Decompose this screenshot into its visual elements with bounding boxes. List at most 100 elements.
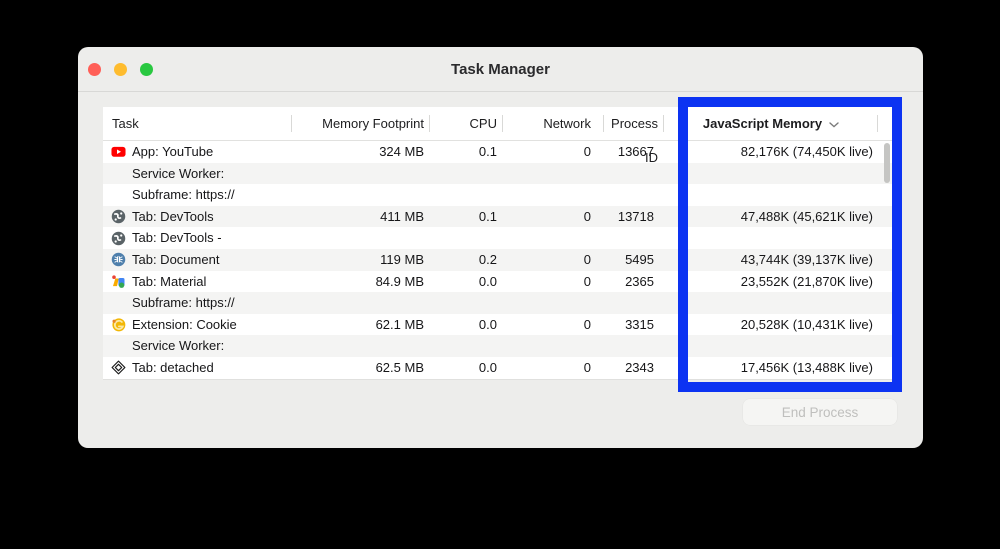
task-cell: Tab: Document	[103, 249, 292, 271]
memory-cell: 84.9 MB	[375, 273, 424, 289]
memory-cell	[292, 292, 430, 314]
column-header-process-id[interactable]: Process ID	[604, 107, 664, 165]
scrollbar-thumb[interactable]	[884, 143, 890, 183]
js-cell: 23,552K (21,870K live)	[740, 273, 873, 289]
js-cell: 20,528K (10,431K live)	[740, 316, 873, 332]
network-cell: 0	[583, 273, 591, 289]
icon-placeholder	[110, 187, 126, 203]
task-label: Tab: detached	[132, 359, 214, 375]
task-cell: Tab: detached	[103, 357, 292, 379]
network-cell	[503, 184, 604, 206]
network-cell	[503, 227, 604, 249]
cpu-cell: 0.0	[478, 316, 497, 332]
cookie-icon	[110, 317, 126, 333]
memory-cell	[292, 227, 430, 249]
js-cell	[664, 227, 878, 249]
task-label: Tab: Document	[132, 251, 220, 267]
process-table: Task Memory Footprint CPU Network Proces…	[103, 107, 893, 380]
cpu-cell	[430, 184, 503, 206]
table-row[interactable]: Tab: DevTools -	[103, 227, 893, 249]
window-title: Task Manager	[451, 61, 550, 78]
js-cell: 43,744K (39,137K live)	[740, 251, 873, 267]
column-header-task[interactable]: Task	[103, 107, 292, 140]
pid-cell: 2365	[625, 273, 654, 289]
traffic-lights	[88, 63, 153, 76]
task-cell: App: YouTube	[103, 141, 292, 163]
pid-cell	[604, 184, 664, 206]
task-cell: Subframe: https://	[103, 184, 292, 206]
table-row[interactable]: Service Worker:	[103, 335, 893, 357]
scrollbar-gutter-header	[878, 107, 893, 140]
network-cell	[503, 335, 604, 357]
task-label: Subframe: https://	[132, 295, 235, 311]
bug-icon	[110, 252, 126, 268]
task-label: Service Worker:	[132, 338, 225, 354]
task-label: App: YouTube	[132, 144, 214, 159]
icon-placeholder	[110, 165, 126, 181]
devtools-icon	[110, 230, 126, 246]
minimize-button[interactable]	[114, 63, 127, 76]
cpu-cell	[430, 292, 503, 314]
pid-cell: 13718	[617, 208, 654, 224]
network-cell: 0	[583, 144, 591, 159]
pid-cell: 5495	[625, 251, 654, 267]
task-cell: Service Worker:	[103, 163, 292, 185]
table-row[interactable]: Tab: Document 119 MB 0.2 0 5495 43,744K (39,1…	[103, 248, 893, 271]
close-button[interactable]	[88, 63, 101, 76]
column-header-cpu[interactable]: CPU	[430, 107, 503, 140]
table-row[interactable]: App: YouTube 324 MB 0.1 0 13667 82,176K (74,4…	[103, 141, 893, 163]
task-cell: Subframe: https://	[103, 292, 292, 314]
cpu-cell: 0.2	[478, 251, 497, 267]
task-cell: Tab: Material	[103, 271, 292, 293]
js-cell: 82,176K (74,450K live)	[740, 144, 873, 159]
table-row[interactable]: Subframe: https://	[103, 292, 893, 314]
table-row[interactable]: Tab: detached 62.5 MB 0.0 0 2343 17,456K (13,…	[103, 356, 893, 379]
network-cell: 0	[583, 316, 591, 332]
fullscreen-button[interactable]	[140, 63, 153, 76]
task-manager-window: Task Manager Task Memory Footprint CPU N…	[78, 47, 923, 448]
task-cell: Service Worker:	[103, 335, 292, 357]
memory-cell: 62.5 MB	[375, 359, 424, 375]
detached-icon	[110, 360, 126, 376]
task-label: Service Worker:	[132, 165, 225, 181]
cpu-cell: 0.0	[478, 273, 497, 289]
column-header-javascript-memory-label: JavaScript Memory	[702, 115, 823, 131]
icon-placeholder	[110, 295, 126, 311]
table-row[interactable]: Service Worker:	[103, 162, 893, 185]
task-label: Tab: DevTools	[132, 208, 214, 224]
js-cell	[664, 292, 878, 314]
js-cell	[664, 163, 878, 185]
cpu-cell	[430, 163, 503, 185]
titlebar[interactable]: Task Manager	[78, 47, 923, 92]
cpu-cell: 0.1	[478, 208, 497, 224]
table-header: Task Memory Footprint CPU Network Proces…	[103, 107, 893, 165]
pid-cell	[604, 292, 664, 314]
pid-cell: 13667	[617, 144, 654, 159]
cpu-cell: 0.0	[478, 359, 497, 375]
table-row[interactable]: Tab: DevTools 411 MB 0.1 0 13718 47,488K (45,…	[103, 205, 893, 228]
js-cell	[664, 184, 878, 206]
table-row[interactable]: Extension: Cookie 62.1 MB 0.0 0 3315 20,528K …	[103, 313, 893, 336]
end-process-button[interactable]: End Process	[743, 399, 897, 425]
table-row[interactable]: Tab: Material 84.9 MB 0.0 0 2365 23,552K (21,…	[103, 270, 893, 293]
youtube-icon	[110, 144, 126, 160]
network-cell: 0	[583, 251, 591, 267]
task-label: Extension: Cookie	[132, 316, 237, 332]
network-cell	[503, 292, 604, 314]
network-cell: 0	[583, 208, 591, 224]
memory-cell: 324 MB	[379, 144, 424, 159]
pid-cell: 2343	[625, 359, 654, 375]
memory-cell: 62.1 MB	[375, 316, 424, 332]
table-row[interactable]: Subframe: https://	[103, 184, 893, 206]
icon-placeholder	[110, 338, 126, 354]
column-header-memory-footprint[interactable]: Memory Footprint	[292, 107, 430, 140]
cpu-cell	[430, 227, 503, 249]
devtools-icon	[110, 209, 126, 225]
column-header-javascript-memory[interactable]: JavaScript Memory	[664, 107, 878, 140]
table-body: App: YouTube 324 MB 0.1 0 13667 82,176K (74,4…	[103, 141, 893, 379]
column-header-network[interactable]: Network	[503, 107, 604, 140]
task-label: Tab: Material	[132, 273, 207, 289]
js-cell: 47,488K (45,621K live)	[740, 208, 873, 224]
task-cell: Tab: DevTools -	[103, 227, 292, 249]
